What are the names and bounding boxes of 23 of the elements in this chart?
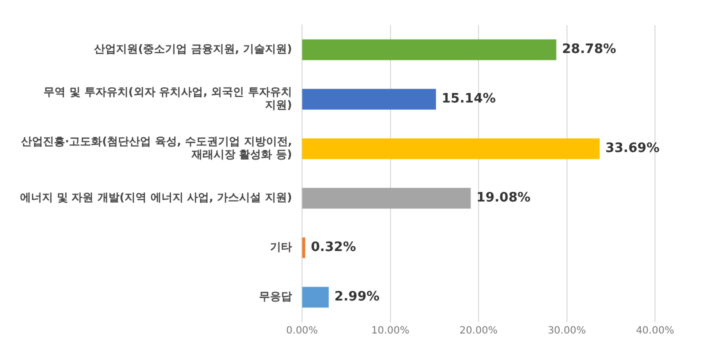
bar xyxy=(302,138,600,160)
y-tick-label: 무역 및 투자유치(외자 유치사업, 외국인 투자유치 지원) xyxy=(44,86,292,112)
data-label: 19.08% xyxy=(476,190,531,206)
y-tick-label: 에너지 및 자원 개발(지역 에너지 사업, 가스시설 지원) xyxy=(20,191,292,204)
y-tick-label: 기타 xyxy=(270,240,292,254)
x-tick-label: 30.00% xyxy=(548,326,586,337)
bar xyxy=(302,286,329,308)
bar xyxy=(302,39,556,60)
y-tick-label: 산업진흥·고도화(첨단산업 육성, 수도권기업 지방이전, 재래시장 활성화 등) xyxy=(20,135,292,162)
y-tick-label: 산업지원(중소기업 금융지원, 기술지원) xyxy=(94,42,292,56)
bar xyxy=(302,237,306,258)
data-label: 0.32% xyxy=(310,240,356,256)
bar xyxy=(302,188,471,209)
data-label: 33.69% xyxy=(605,141,660,156)
data-label: 2.99% xyxy=(334,290,380,305)
y-tick-label: 무응답 xyxy=(259,290,292,304)
x-tick-label: 20.00% xyxy=(459,326,498,337)
data-label: 15.14% xyxy=(442,92,496,107)
x-tick-label: 40.00% xyxy=(636,326,674,337)
bar xyxy=(302,88,436,110)
data-label: 28.78% xyxy=(562,42,616,58)
x-tick-label: 0.00% xyxy=(286,326,318,337)
x-tick-label: 10.00% xyxy=(371,326,410,337)
